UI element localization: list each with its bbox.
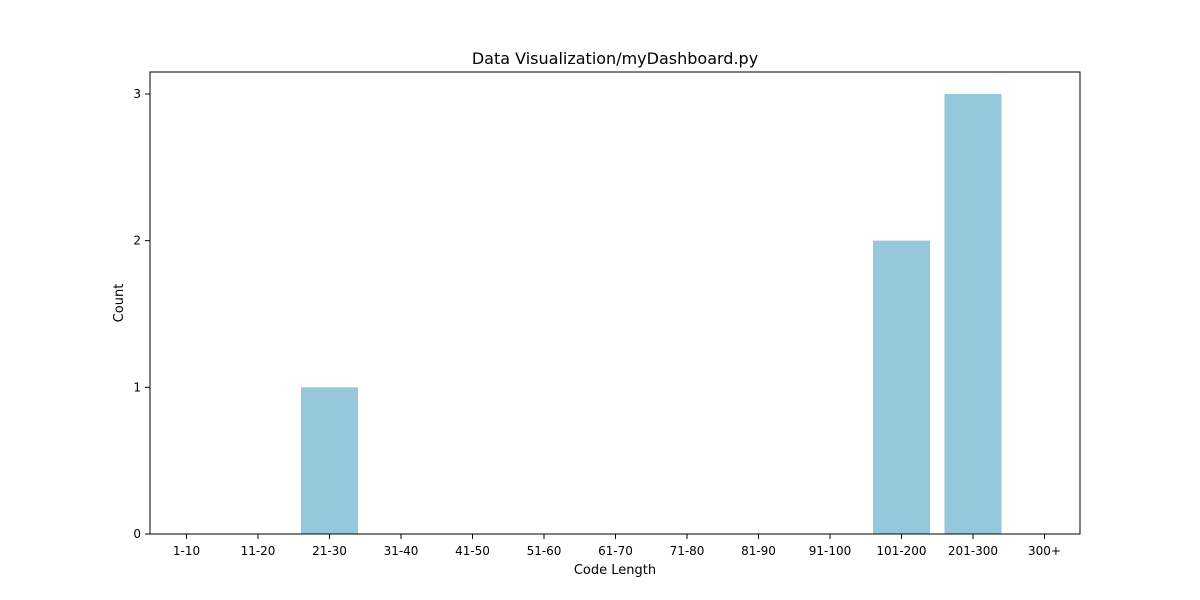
y-tick-label: 1 <box>133 380 141 394</box>
chart-title: Data Visualization/myDashboard.py <box>472 49 758 68</box>
y-tick-label: 2 <box>133 234 141 248</box>
y-tick-label: 0 <box>133 527 141 541</box>
bar-201-300 <box>944 94 1002 534</box>
x-tick-label: 91-100 <box>809 544 852 558</box>
x-tick-label: 201-300 <box>948 544 998 558</box>
x-tick-label: 11-20 <box>241 544 276 558</box>
x-tick-label: 101-200 <box>876 544 926 558</box>
x-tick-label: 41-50 <box>455 544 490 558</box>
x-tick-label: 300+ <box>1028 544 1061 558</box>
axes-frame <box>149 71 1081 535</box>
bar-101-200 <box>873 240 930 535</box>
y-tick-label: 3 <box>133 87 141 101</box>
bar-21-30 <box>301 387 358 534</box>
y-axis-label: Count <box>112 284 127 323</box>
x-tick-label: 31-40 <box>384 544 419 558</box>
x-axis-label: Code Length <box>574 563 656 578</box>
x-tick-label: 1-10 <box>173 544 200 558</box>
x-tick-label: 71-80 <box>670 544 705 558</box>
x-tick-label: 51-60 <box>527 544 562 558</box>
x-tick-label: 21-30 <box>312 544 347 558</box>
x-axis-ticks: 1-10 11-20 21-30 31-40 41-50 51-60 61-70 71-80 8… <box>173 534 1061 558</box>
y-axis-ticks: 0 1 2 3 <box>133 87 150 541</box>
bars-layer <box>301 94 1002 535</box>
x-tick-label: 81-90 <box>741 544 776 558</box>
x-tick-label: 61-70 <box>598 544 633 558</box>
